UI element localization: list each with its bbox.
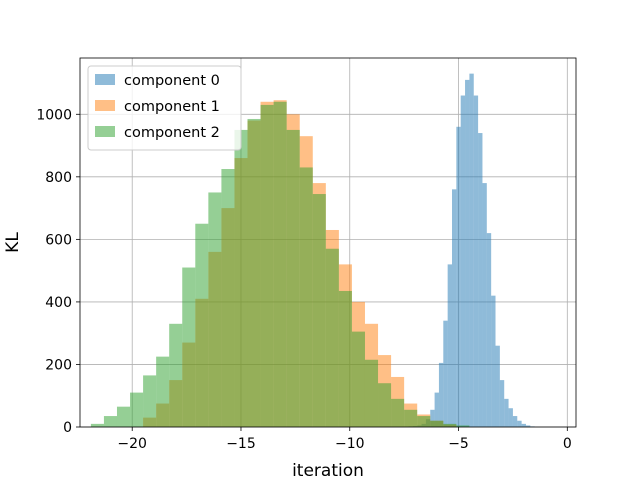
legend-label-component-0: component 0 (124, 73, 220, 89)
histogram-bar (478, 133, 483, 427)
legend: component 0 component 1 component 2 (87, 65, 242, 151)
histogram-bar (430, 420, 444, 427)
y-tick-label: 0 (63, 420, 72, 436)
histogram-bar (156, 356, 170, 427)
histogram-bar (90, 423, 104, 427)
y-tick-label: 200 (45, 357, 72, 373)
histogram-bar (273, 101, 287, 427)
histogram-bar (299, 167, 313, 427)
plot-frame (79, 57, 577, 428)
y-tick-label: 1000 (36, 107, 72, 123)
histogram-bar (508, 408, 513, 427)
histogram-bar (499, 380, 505, 427)
legend-label-component-1: component 1 (124, 99, 220, 115)
histogram-bar (447, 264, 452, 427)
histogram-bar (286, 129, 300, 428)
histogram-bar (430, 409, 435, 427)
histogram-bar (404, 409, 418, 427)
x-tick-label: −15 (226, 436, 256, 452)
histogram-bar (116, 406, 131, 427)
histogram-bar (521, 423, 526, 427)
histogram-bar (234, 129, 248, 428)
y-axis-ticks: 0 200 400 600 800 1000 (36, 107, 80, 436)
histogram-bar (456, 425, 470, 427)
histogram-bar (438, 362, 444, 427)
histogram-bar (504, 398, 509, 427)
histogram-bar (208, 192, 222, 427)
histogram-bar (221, 169, 235, 428)
histogram-bar (452, 189, 457, 427)
histogram-bar (312, 194, 326, 427)
histogram-bar (378, 383, 392, 427)
histogram-bar (195, 223, 209, 427)
histogram-bar (469, 73, 474, 427)
histogram-bar (517, 420, 522, 427)
x-tick-label: −20 (117, 436, 147, 452)
legend-swatch-component-0 (95, 74, 115, 85)
histogram-bar (364, 359, 379, 427)
histogram-bar (182, 267, 196, 427)
series-component-0-bars (408, 73, 535, 428)
histogram-bar (103, 416, 117, 427)
legend-swatch-component-2 (95, 126, 115, 137)
histogram-bar (443, 423, 457, 427)
histogram-bar (260, 104, 274, 428)
legend-label-component-2: component 2 (124, 125, 220, 141)
legend-frame (87, 65, 242, 151)
histogram-bar (391, 398, 405, 427)
y-tick-label: 800 (45, 170, 72, 186)
series-component-2-bars (90, 101, 470, 428)
histogram-bar (525, 425, 531, 427)
x-tick-label: −5 (448, 436, 469, 452)
histogram-bar (495, 345, 500, 427)
histogram-bar (491, 295, 496, 427)
y-tick-label: 600 (45, 232, 72, 248)
histogram-bar (130, 392, 144, 427)
x-tick-label: −10 (335, 436, 365, 452)
histogram-bar (169, 323, 183, 427)
histogram-bar (473, 95, 479, 427)
histogram-bar (247, 118, 261, 427)
histogram-bar (338, 290, 352, 427)
histogram-bar (482, 183, 487, 427)
histogram-bar (460, 95, 466, 427)
histogram-bar (486, 233, 492, 427)
x-axis-label: iteration (292, 461, 364, 480)
histogram-bar (434, 392, 439, 427)
histogram-bar (325, 248, 339, 427)
x-axis-ticks: −20 −15 −10 −5 0 (117, 427, 572, 452)
y-tick-label: 400 (45, 295, 72, 311)
x-tick-label: 0 (563, 436, 572, 452)
histogram-bar (512, 416, 518, 427)
histogram-bar (456, 126, 461, 428)
histogram-bar (443, 320, 448, 427)
legend-swatch-component-1 (95, 100, 115, 111)
y-axis-label: KL (3, 232, 23, 253)
histogram-bar (143, 375, 157, 427)
histogram-bar (417, 416, 431, 427)
histogram-bar (351, 331, 365, 427)
histogram-bar (465, 79, 470, 427)
